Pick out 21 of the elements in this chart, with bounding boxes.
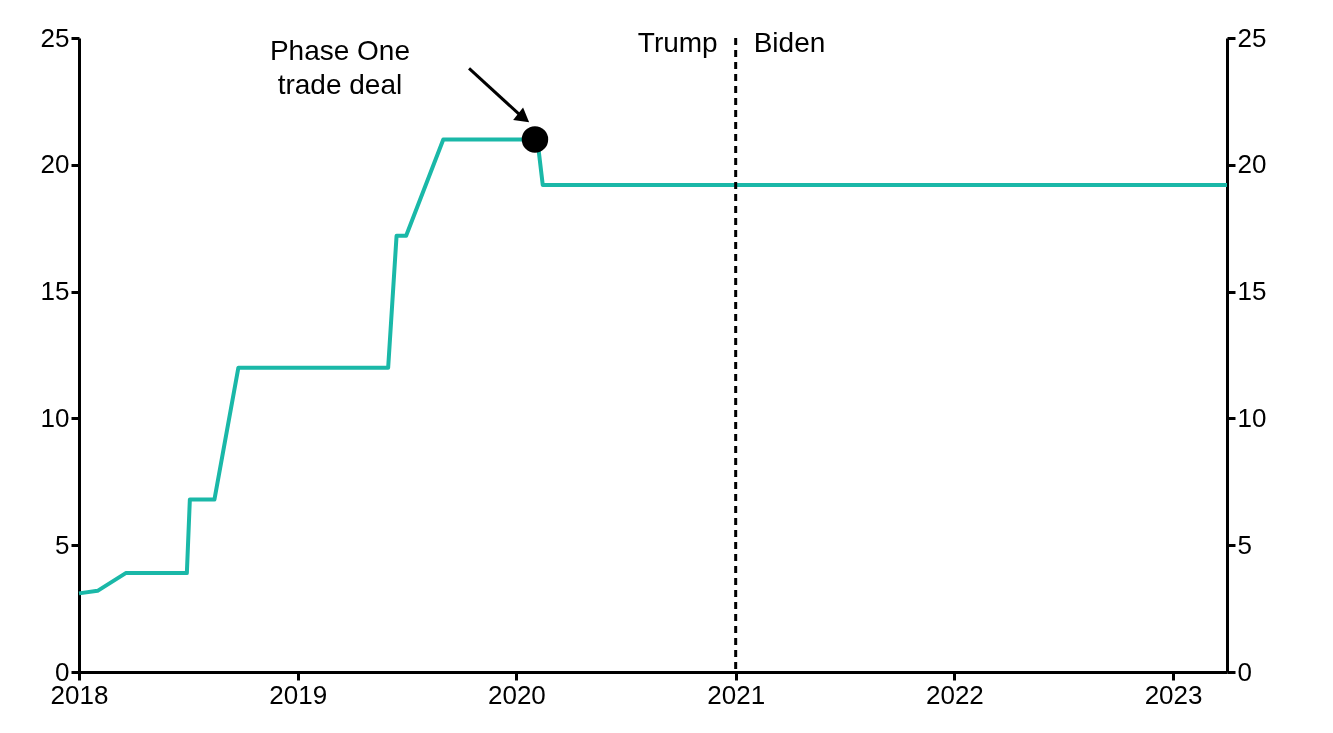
y2-tick-label: 15 (1237, 276, 1267, 307)
annotation: Biden (753, 27, 826, 58)
x-tick-label: 2020 (487, 679, 546, 710)
x-tick-label: 2019 (269, 679, 328, 710)
y2-tick-label: 25 (1237, 22, 1267, 53)
y2-tick-label: 5 (1237, 529, 1252, 560)
y-tick-label: 5 (55, 529, 70, 560)
y-tick-label: 10 (40, 402, 70, 433)
y-tick-label: 25 (40, 22, 70, 53)
x-tick-label: 2023 (1144, 679, 1203, 710)
annotation: Trump (637, 27, 718, 58)
y2-tick-label: 0 (1237, 656, 1252, 687)
y2-tick-label: 10 (1237, 402, 1267, 433)
y-tick-label: 20 (40, 149, 70, 180)
x-tick-label: 2022 (925, 679, 984, 710)
y-tick-label: 15 (40, 276, 70, 307)
x-tick-label: 2021 (707, 679, 766, 710)
y-tick-label: 0 (55, 656, 70, 687)
line-series (77, 137, 1229, 596)
y2-tick-label: 20 (1237, 149, 1267, 180)
annotation: Phase One trade deal (269, 35, 411, 101)
